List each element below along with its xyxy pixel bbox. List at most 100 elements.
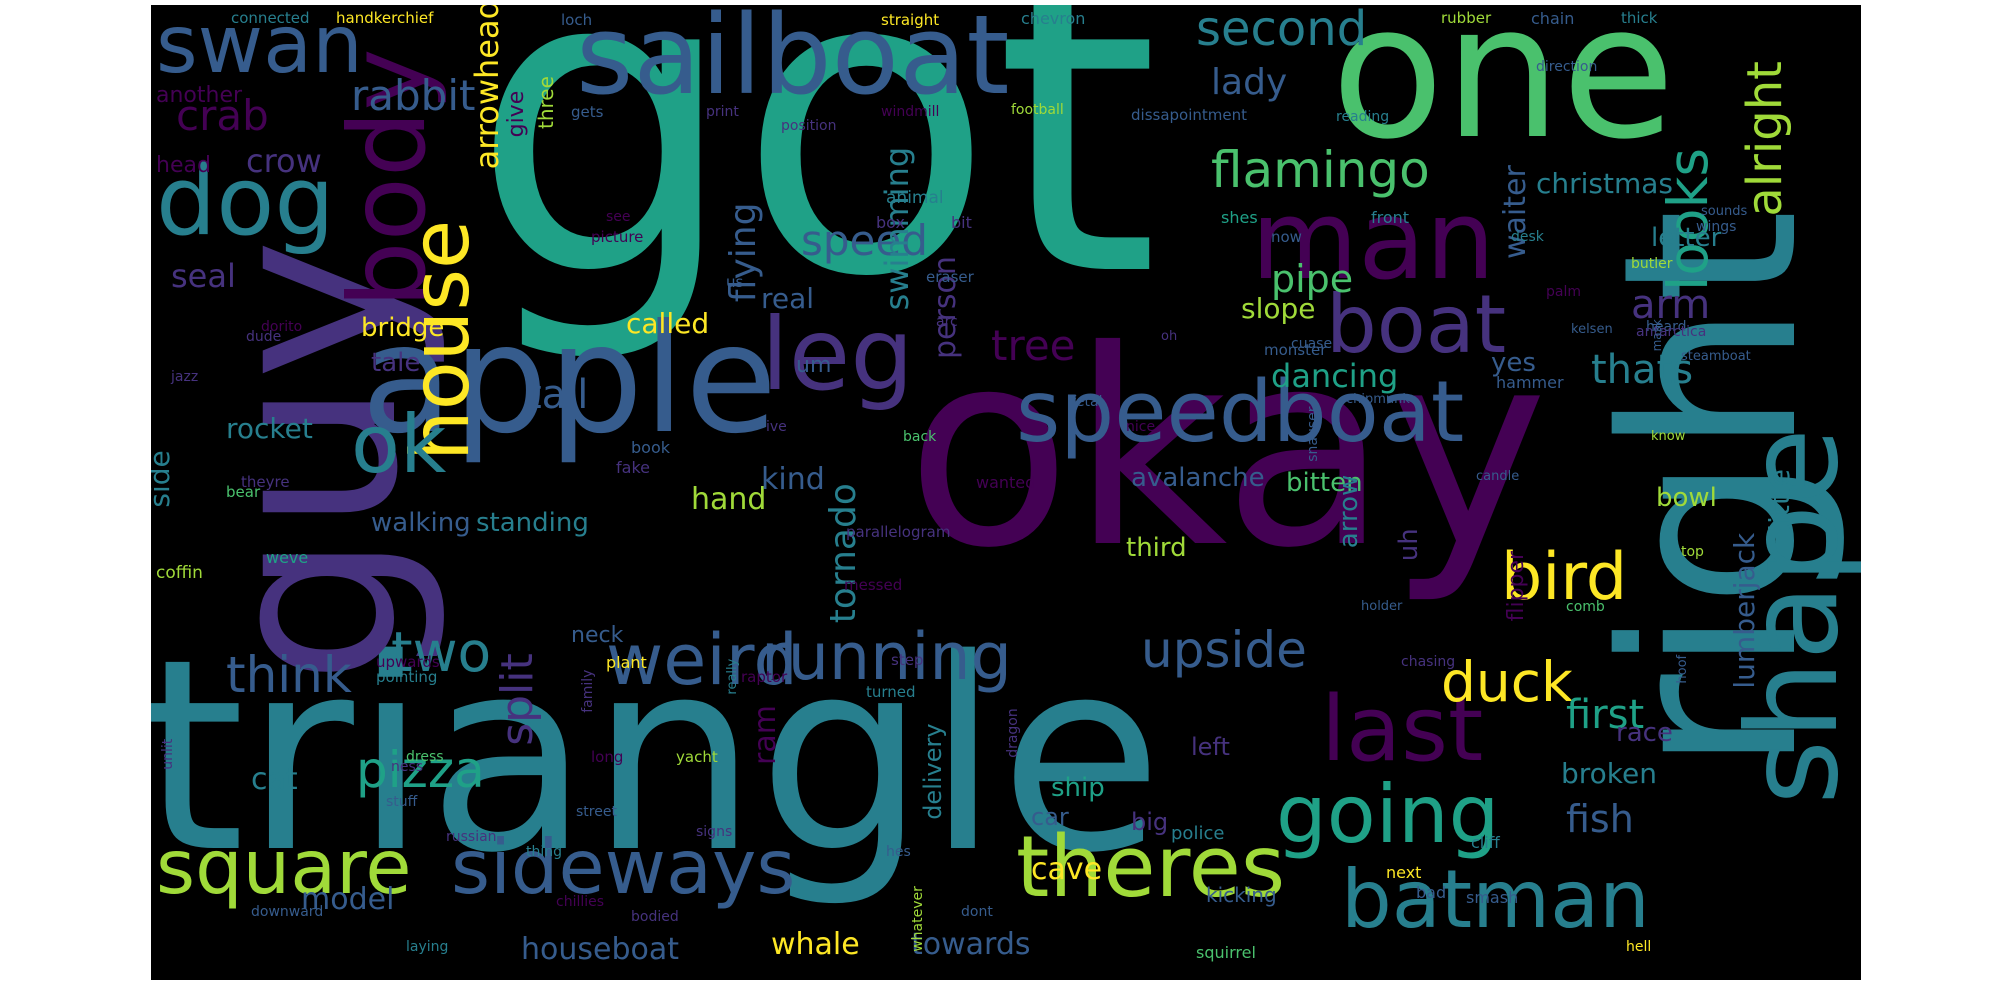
- word-cloud-word: sideways: [451, 823, 796, 911]
- word-cloud-word: another: [156, 83, 243, 108]
- word-cloud-word: three: [534, 76, 558, 129]
- word-cloud-word: next: [1386, 863, 1422, 882]
- word-cloud-word: upwards: [376, 653, 440, 671]
- word-cloud-word: stuff: [386, 794, 418, 810]
- word-cloud-word: standing: [476, 508, 589, 538]
- word-cloud-word: loch: [561, 11, 593, 29]
- word-cloud-word: thats: [1591, 347, 1694, 393]
- word-cloud-word: called: [626, 307, 710, 340]
- word-cloud-word: chillies: [556, 894, 605, 910]
- word-cloud-word: neck: [571, 623, 624, 648]
- word-cloud-word: got: [471, 5, 1160, 369]
- word-cloud-word: real: [761, 282, 815, 315]
- word-cloud-word: arc: [936, 314, 958, 330]
- word-cloud-word: upside: [1141, 621, 1307, 679]
- word-cloud-word: think: [226, 646, 352, 704]
- word-cloud-word: antarctica: [1636, 324, 1707, 340]
- word-cloud-word: square: [156, 823, 412, 911]
- word-cloud-word: now: [1271, 228, 1302, 246]
- word-cloud-word: police: [1171, 823, 1225, 844]
- word-cloud-word: dorito: [261, 319, 303, 335]
- word-cloud-word: pipe: [1271, 257, 1354, 301]
- word-cloud-word: bit: [951, 213, 972, 232]
- word-cloud-word: cat: [251, 762, 298, 797]
- word-cloud-word: um: [796, 353, 832, 378]
- word-cloud-word: us: [726, 273, 744, 291]
- word-cloud-word: dont: [961, 904, 993, 920]
- word-cloud-word: downward: [251, 904, 324, 920]
- word-cloud-word: fetal: [1071, 394, 1103, 410]
- word-cloud-word: mask: [1650, 318, 1664, 352]
- word-cloud-word: connected: [231, 9, 310, 27]
- word-cloud-word: football: [1011, 102, 1064, 118]
- word-cloud-word: signs: [696, 824, 733, 840]
- word-cloud-word: walking: [371, 508, 471, 538]
- word-cloud-word: speed: [801, 216, 928, 265]
- word-cloud-word: smash: [1466, 888, 1519, 907]
- word-cloud-word: car: [1031, 803, 1069, 831]
- word-cloud-word: leg: [761, 296, 914, 413]
- word-cloud-word: long: [591, 748, 624, 766]
- word-cloud-word: tornado: [823, 483, 864, 624]
- word-cloud-word: ship: [1051, 773, 1105, 803]
- word-cloud-word: laying: [406, 939, 449, 955]
- word-cloud-word: second: [1196, 5, 1368, 57]
- word-cloud-word: triangle: [151, 603, 1163, 911]
- word-cloud-word: coffin: [156, 563, 203, 583]
- word-cloud-word: hammer: [1496, 373, 1564, 392]
- word-cloud-word: step: [891, 651, 924, 669]
- word-cloud-word: arrow: [1334, 474, 1364, 549]
- word-cloud-word: chipmunk: [1346, 392, 1410, 407]
- word-cloud-word: dissapointment: [1131, 106, 1247, 124]
- word-cloud-word: fake: [616, 458, 650, 477]
- word-cloud-word: parallelogram: [846, 523, 951, 541]
- word-cloud-word: batman: [1341, 853, 1650, 946]
- word-cloud-word: ok: [351, 398, 447, 491]
- word-cloud-word: last: [1321, 677, 1484, 782]
- word-cloud-word: steamboat: [1681, 349, 1751, 364]
- word-cloud-word: raptor: [741, 668, 788, 686]
- word-cloud-word: two: [391, 620, 492, 684]
- word-cloud-word: cave: [1031, 852, 1103, 887]
- word-cloud-word: side: [151, 450, 176, 508]
- word-cloud-word: kelsen: [1571, 322, 1613, 337]
- word-cloud-word: comb: [1566, 599, 1605, 615]
- word-cloud-word: shes: [1221, 208, 1258, 227]
- word-cloud-word: okay: [906, 292, 1549, 607]
- word-cloud-word: snauser: [1305, 406, 1321, 462]
- word-cloud-word: kicking: [1206, 883, 1277, 907]
- word-cloud-word: hell: [1626, 939, 1652, 955]
- word-cloud-word: dancing: [1271, 357, 1399, 395]
- word-cloud-word: dude: [246, 329, 282, 345]
- word-cloud: got okay triangle one right guy sailboat apple b…: [151, 5, 1861, 980]
- word-cloud-word: candle: [1476, 469, 1520, 484]
- word-cloud-word: lady: [1211, 62, 1288, 103]
- word-cloud-word: weird: [606, 619, 798, 701]
- word-cloud-word: front: [1371, 208, 1410, 227]
- word-cloud-word: race: [1616, 718, 1673, 748]
- word-cloud-word: little: [1763, 468, 1796, 532]
- word-cloud-word: split: [492, 653, 543, 746]
- word-cloud-word: nice: [1126, 419, 1156, 435]
- word-cloud-word: wings: [1696, 219, 1737, 235]
- word-cloud-word: theres: [1016, 818, 1286, 917]
- word-cloud-word: animal: [886, 188, 944, 208]
- word-cloud-word: whale: [771, 927, 860, 962]
- word-cloud-word: one: [1331, 5, 1676, 180]
- word-cloud-word: rabbit: [351, 71, 476, 120]
- word-cloud-word: big: [1131, 808, 1169, 836]
- word-cloud-word: turned: [866, 683, 916, 701]
- word-cloud-word: pizza: [356, 741, 485, 799]
- word-cloud-word: position: [781, 118, 837, 134]
- word-cloud-word: flipper: [1504, 551, 1529, 622]
- word-cloud-word: lumberjack: [1728, 532, 1761, 689]
- word-cloud-word: alright: [1737, 60, 1793, 217]
- word-cloud-word: print: [706, 104, 739, 120]
- word-cloud-word: swan: [156, 5, 363, 91]
- word-cloud-word: cliff: [1471, 833, 1500, 852]
- word-cloud-word: sailboat: [576, 5, 1010, 119]
- word-cloud-word: plant: [606, 653, 647, 672]
- word-cloud-word: flamingo: [1211, 141, 1430, 199]
- word-cloud-word: reading: [1336, 109, 1390, 125]
- word-cloud-word: yacht: [676, 748, 718, 766]
